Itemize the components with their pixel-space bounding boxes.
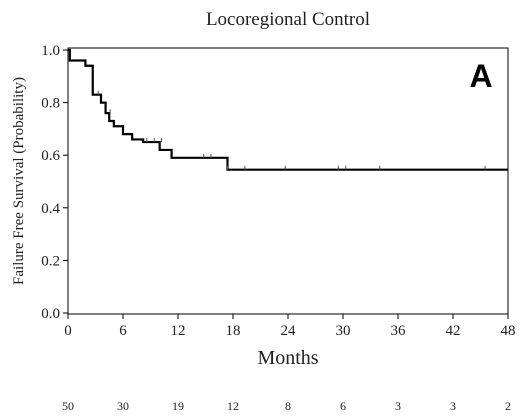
x-tick-label: 6: [119, 323, 127, 339]
y-tick-label: 0.4: [41, 201, 60, 217]
chart-title: Locoregional Control: [206, 9, 370, 30]
x-tick-label: 18: [226, 323, 241, 339]
y-axis-ticks: 0.0 0.2 0.4 0.6 0.8 1.0: [41, 43, 68, 322]
x-tick-label: 30: [336, 323, 351, 339]
y-tick-label: 1.0: [41, 43, 60, 59]
x-axis-label: Months: [257, 347, 318, 369]
panel-label: A: [469, 58, 492, 94]
x-tick-label: 36: [391, 323, 407, 339]
x-tick-label: 48: [501, 323, 516, 339]
plot-frame: [67, 47, 509, 315]
y-axis-label: Failure Free Survival (Probability): [11, 77, 27, 285]
censor-marks: [97, 90, 486, 170]
survival-step-line: [68, 48, 508, 171]
at-risk-count: 50: [62, 399, 74, 413]
at-risk-count: 19: [172, 399, 184, 413]
at-risk-count: 2: [505, 399, 511, 413]
survival-curve: [68, 48, 508, 171]
y-tick-label: 0.2: [41, 253, 60, 269]
y-tick-label: 0.0: [41, 306, 60, 322]
x-tick-label: 0: [64, 323, 72, 339]
y-tick-label: 0.6: [41, 148, 60, 164]
x-tick-label: 42: [446, 323, 461, 339]
at-risk-count: 12: [227, 399, 239, 413]
at-risk-count: 6: [340, 399, 346, 413]
x-tick-label: 24: [281, 323, 297, 339]
x-tick-label: 12: [171, 323, 186, 339]
at-risk-count: 8: [285, 399, 291, 413]
at-risk-count: 3: [450, 399, 456, 413]
at-risk-row: 50 30 19 12 8 6 3 3 2: [62, 399, 511, 413]
at-risk-count: 30: [117, 399, 129, 413]
y-tick-label: 0.8: [41, 96, 60, 112]
at-risk-count: 3: [395, 399, 401, 413]
x-axis-ticks: 0 6 12 18 24 30 36 42 48: [64, 314, 516, 339]
